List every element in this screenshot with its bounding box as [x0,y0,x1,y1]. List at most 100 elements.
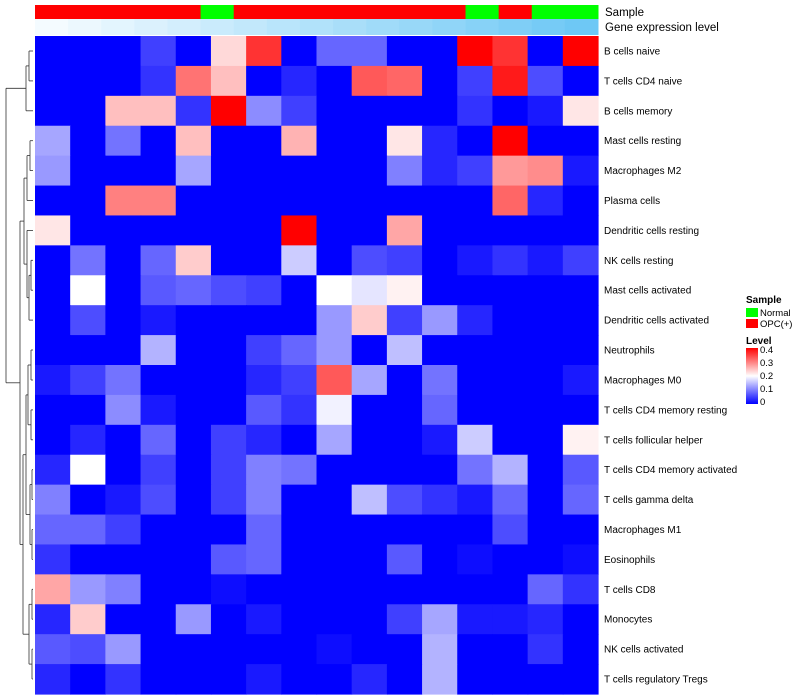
heatmap-cell [35,604,71,635]
heatmap-cell [70,36,106,67]
heatmap-cell [246,484,282,516]
heatmap-cell [175,245,212,276]
heatmap-cell [527,634,564,665]
heatmap-cell [492,484,529,516]
heatmap-cell [386,424,423,456]
heatmap-cell [562,155,599,187]
sample-annotation-cell [167,5,202,19]
heatmap-cell [492,125,529,157]
heatmap-cell [105,454,142,486]
heatmap-cell [246,305,282,336]
heatmap-cell [316,634,353,665]
heatmap-cell [281,544,318,575]
heatmap-cell [316,484,353,516]
heatmap-cell [562,454,599,486]
heatmap-cell [562,484,599,516]
heatmap-cell [422,245,458,276]
heatmap-cell [210,95,247,127]
heatmap-cell [351,125,388,157]
sample-annotation-cell [200,5,235,19]
heatmap-cell [562,305,599,336]
heatmap-cell [386,394,423,426]
heatmap-cell [175,365,212,396]
heatmap-cell [527,514,564,546]
heatmap-cell [386,365,423,396]
heatmap-cell [527,65,564,97]
heatmap-cell [457,604,494,635]
heatmap-cell [492,454,529,486]
row-label: Neutrophils [604,346,655,357]
heatmap-cell [562,394,599,426]
heatmap-cell [457,574,494,605]
heatmap-cell [140,424,177,456]
heatmap-cell [386,634,423,665]
heatmap-cell [386,664,423,695]
heatmap-cell [105,305,142,336]
heatmap-cell [351,275,388,306]
legend-level-title: Level [746,336,772,347]
heatmap-cell [70,245,106,276]
heatmap-cell [492,36,529,67]
heatmap-cell [35,65,71,97]
sample-annotation-cell [531,5,566,19]
heatmap-cell [527,95,564,127]
heatmap-cell [175,634,212,665]
heatmap-cell [562,634,599,665]
heatmap-cell [246,36,282,67]
expression-level-annotation-label: Gene expression level [605,22,719,34]
heatmap-cell [281,484,318,516]
heatmap-cell [35,125,71,157]
heatmap-cell [35,245,71,276]
sample-annotation-cell [68,5,102,19]
heatmap-cell [316,185,353,217]
row-dendrogram [5,50,33,680]
heatmap-cell [35,394,71,426]
heatmap-cell [422,664,458,695]
heatmap-cell [422,305,458,336]
heatmap-cell [386,574,423,605]
heatmap-cell [210,365,247,396]
heatmap-cell [140,185,177,217]
heatmap-cell [351,514,388,546]
heatmap-cell [70,574,106,605]
heatmap-cell [316,365,353,396]
heatmap-cell [422,36,458,67]
heatmap-cell [281,65,318,97]
heatmap-cell [140,305,177,336]
heatmap-cell [316,95,353,127]
heatmap-cell [527,664,564,695]
heatmap-cell [422,634,458,665]
heatmap-cell [70,424,106,456]
heatmap-cell [246,454,282,486]
heatmap-cell [457,65,494,97]
heatmap-cell [175,185,212,217]
expression-level-annotation-cell [233,19,268,35]
heatmap-cell [386,185,423,217]
heatmap-cell [105,215,142,246]
heatmap-cell [351,664,388,695]
heatmap-cell [386,514,423,546]
sample-annotation-cell [101,5,135,19]
heatmap-cell [422,95,458,127]
heatmap-cell [210,155,247,187]
heatmap-cell [70,305,106,336]
heatmap-cell [527,454,564,486]
heatmap-cell [140,454,177,486]
heatmap-cell [175,95,212,127]
heatmap-cell [246,365,282,396]
row-label: Eosinophils [604,555,655,566]
heatmap-cell [492,215,529,246]
heatmap-cell [492,394,529,426]
row-label: T cells CD8 [604,585,656,596]
heatmap-cell [105,335,142,366]
legend-level-tick: 0.1 [760,384,773,395]
heatmap-cell [281,394,318,426]
heatmap-cell [246,275,282,306]
heatmap-cell [562,125,599,157]
heatmap-cell [422,185,458,217]
row-label: B cells naive [604,47,661,58]
heatmap-cell [422,335,458,366]
heatmap-cell [457,155,494,187]
sample-annotation-bar [35,5,599,19]
